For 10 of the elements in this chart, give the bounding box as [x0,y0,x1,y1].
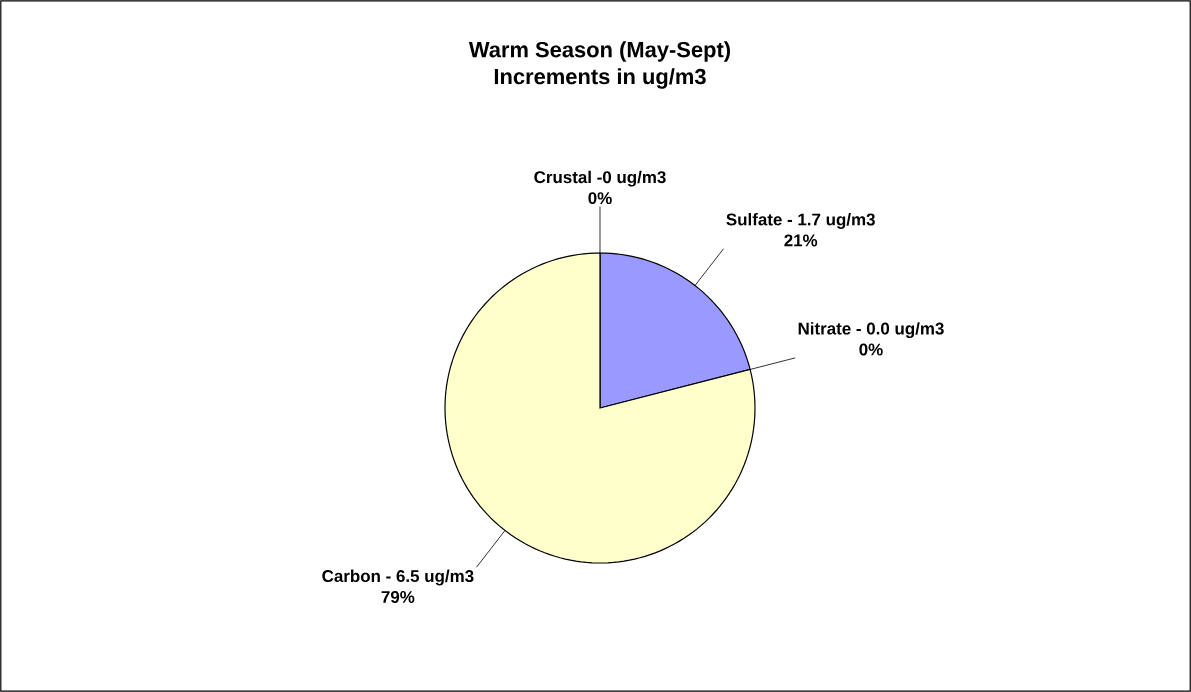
text: 0% [588,192,612,205]
data-label: 21% [784,234,818,247]
slice-label: Sulfate - 1.7 ug/m3 [726,213,875,229]
slice-label: Carbon - 6.5 ug/m3 [322,569,474,586]
category-label: Crustal -0 ug/m3 [534,170,666,187]
text: 0% [859,343,883,356]
chart-subtitle: Increments in ug/m3 [494,68,706,89]
data-label: 79% [381,591,415,603]
chart-title: Warm Season (May-Sept) [468,41,731,62]
category-label: Nitrate - 0.0 ug/m3 [798,322,944,339]
